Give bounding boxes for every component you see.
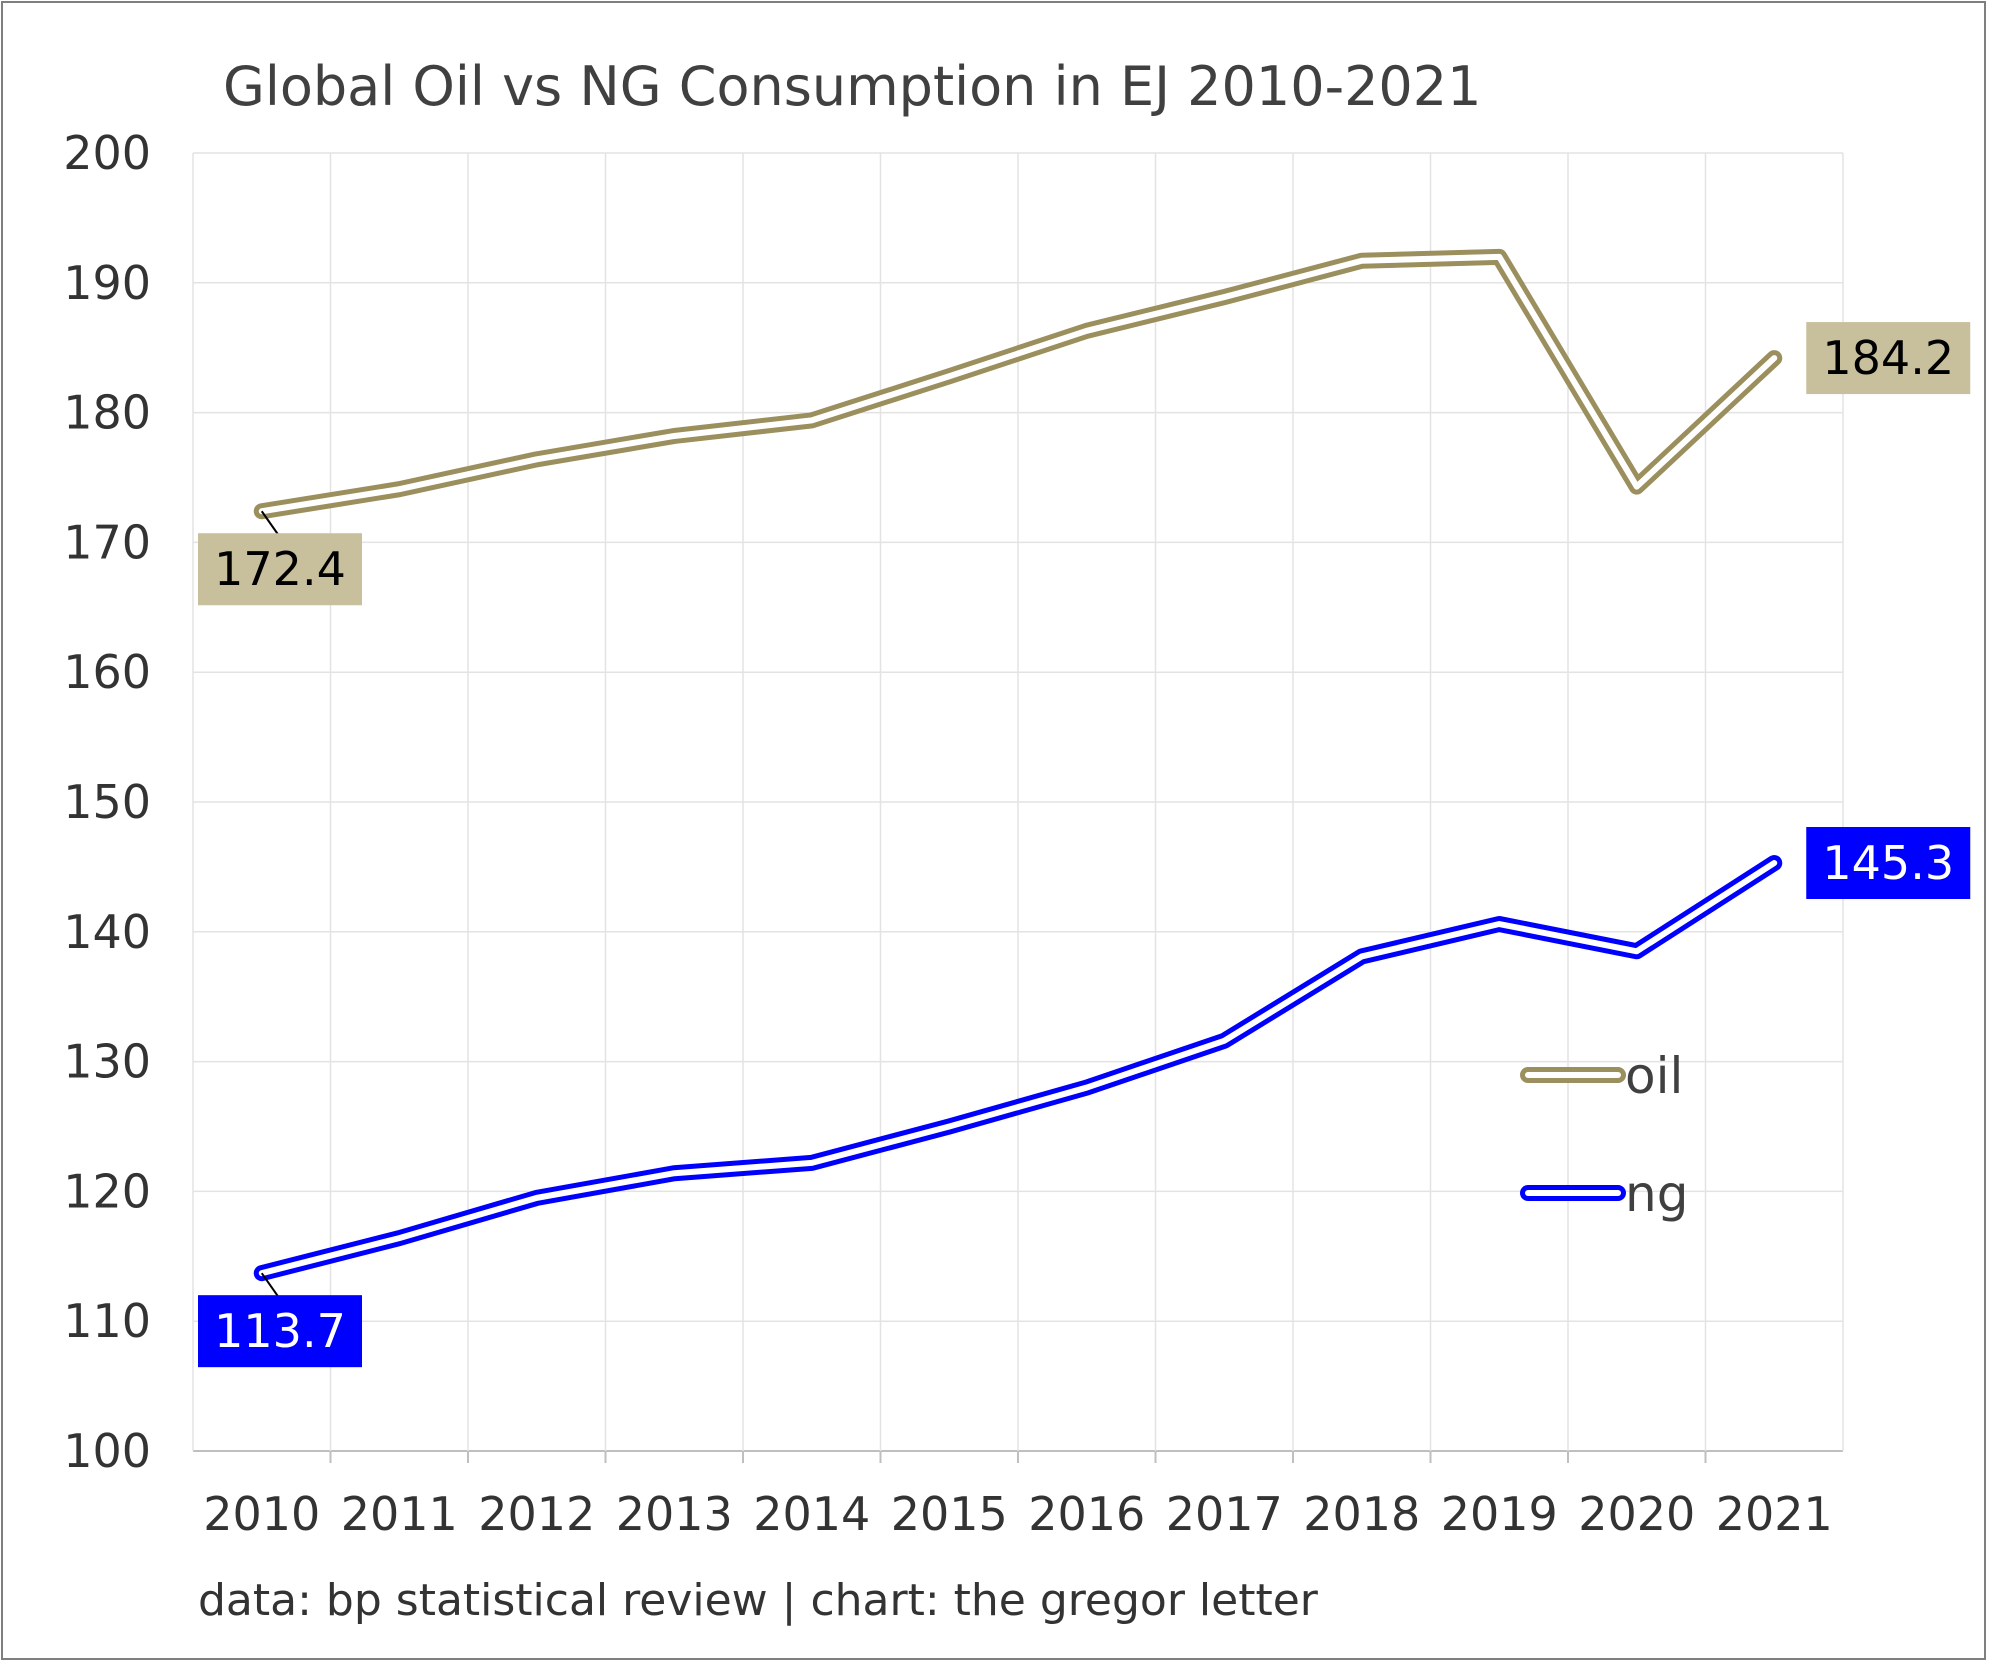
x-tick-label: 2020 (1578, 1487, 1695, 1541)
y-tick-label: 190 (63, 256, 151, 310)
x-tick-label: 2017 (1166, 1487, 1283, 1541)
data-label-oil-2010: 172.4 (198, 510, 362, 606)
x-axis: 2010 2011 2012 2013 2014 2015 2016 2017 2018 2019… (203, 1451, 1833, 1541)
series-lines (253, 248, 1783, 1282)
series-line-core-oil (258, 253, 1778, 515)
data-label-ng-2021: 145.3 (1806, 827, 1971, 900)
series-line-core-ng (258, 860, 1778, 1277)
data-label-leader (260, 510, 281, 538)
legend-item-ng: ng (1520, 1165, 1688, 1223)
data-label-box (1806, 322, 1971, 395)
data-labels: 172.4 184.2 113.7 145.3 (198, 322, 1971, 1368)
x-tick-label: 2015 (891, 1487, 1008, 1541)
x-tick-label: 2014 (753, 1487, 870, 1541)
data-label-oil-2021: 184.2 (1806, 322, 1971, 395)
line-chart: Global Oil vs NG Consumption in EJ 2010-… (63, 55, 1971, 1626)
legend-item-oil: oil (1520, 1047, 1683, 1105)
data-label-box (1806, 827, 1971, 900)
y-tick-label: 130 (63, 1035, 151, 1089)
legend-label: oil (1625, 1047, 1683, 1105)
x-tick-label: 2013 (616, 1487, 733, 1541)
y-tick-label: 140 (63, 905, 151, 959)
series-ng (253, 855, 1783, 1282)
y-tick-label: 160 (63, 645, 151, 699)
x-tick-label: 2018 (1303, 1487, 1420, 1541)
data-label-text: 172.4 (214, 542, 346, 596)
y-tick-label: 200 (63, 126, 151, 180)
y-tick-label: 150 (63, 775, 151, 829)
y-tick-label: 100 (63, 1424, 151, 1478)
series-oil (253, 248, 1783, 520)
x-tick-label: 2012 (478, 1487, 595, 1541)
y-tick-label: 170 (63, 515, 151, 569)
x-tick-label: 2021 (1716, 1487, 1833, 1541)
y-tick-label: 110 (63, 1294, 151, 1348)
x-tick-label: 2010 (203, 1487, 320, 1541)
data-label-box (198, 533, 362, 606)
data-label-ng-2010: 113.7 (198, 1272, 362, 1368)
legend-label: ng (1625, 1165, 1688, 1223)
data-label-box (198, 1295, 362, 1368)
data-label-text: 184.2 (1822, 331, 1954, 385)
data-label-text: 145.3 (1822, 836, 1954, 890)
x-tick-label: 2011 (341, 1487, 458, 1541)
legend: oil ng (1520, 1047, 1688, 1223)
x-tick-label: 2019 (1441, 1487, 1558, 1541)
y-tick-label: 180 (63, 386, 151, 440)
y-axis: 100 110 120 130 140 150 160 170 180 190 200 (63, 126, 151, 1478)
y-tick-label: 120 (63, 1164, 151, 1218)
gridlines (192, 152, 1844, 1452)
data-label-text: 113.7 (214, 1304, 346, 1358)
chart-title: Global Oil vs NG Consumption in EJ 2010-… (223, 55, 1482, 118)
source-note: data: bp statistical review | chart: the… (198, 1575, 1319, 1626)
data-label-leader (260, 1272, 281, 1300)
x-tick-label: 2016 (1028, 1487, 1145, 1541)
